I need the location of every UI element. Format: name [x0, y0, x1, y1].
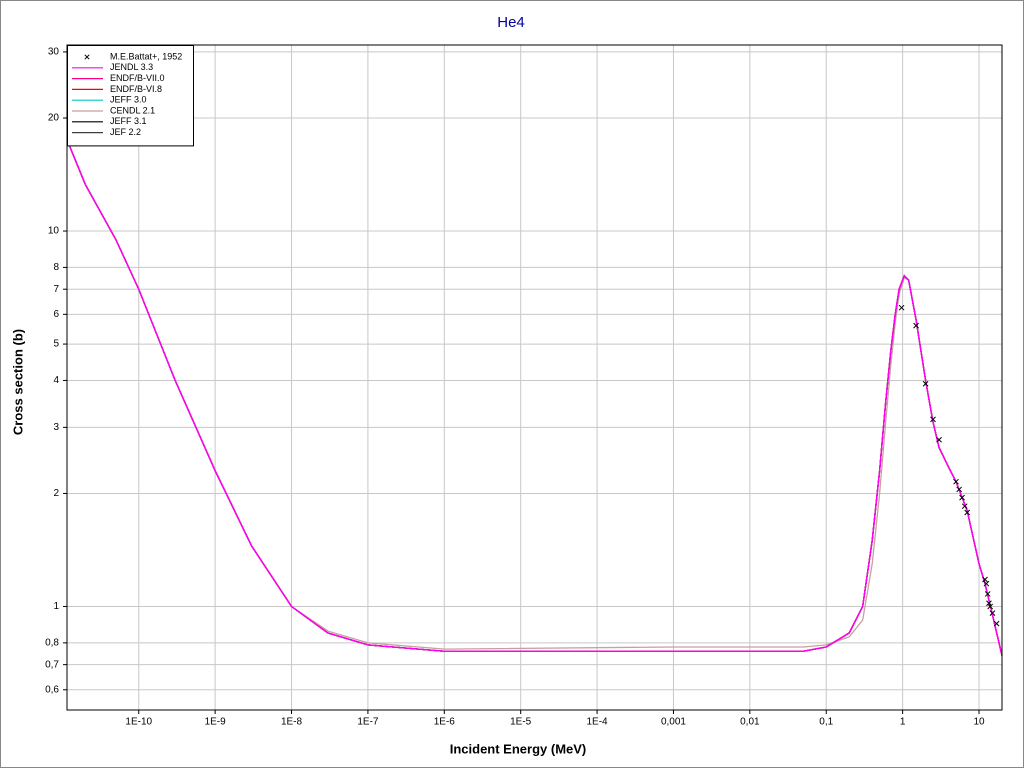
y-tick-label: 0,8 — [45, 638, 59, 649]
y-tick-label: 0,7 — [45, 659, 59, 670]
y-tick-label: 5 — [53, 339, 59, 350]
y-tick-label: 30 — [48, 47, 60, 58]
x-tick-label: 1E-9 — [205, 717, 227, 728]
data-point — [956, 486, 963, 493]
data-point — [964, 509, 971, 516]
data-point — [936, 436, 942, 443]
plot-area — [66, 139, 1003, 656]
legend-label: JEF 2.2 — [110, 127, 141, 137]
data-point — [993, 620, 1000, 627]
y-tick-label: 20 — [48, 113, 60, 124]
y-tick-label: 7 — [53, 284, 59, 295]
data-point — [987, 603, 994, 610]
legend-label: JENDL 3.3 — [110, 62, 153, 72]
legend-label: JEFF 3.1 — [110, 116, 147, 126]
x-tick-label: 1E-6 — [434, 717, 456, 728]
y-tick-label: 8 — [53, 262, 59, 273]
data-point — [986, 600, 992, 607]
y-tick-label: 1 — [53, 601, 59, 612]
x-tick-label: 1E-10 — [125, 717, 152, 728]
y-axis-label: Cross section (b) — [10, 329, 25, 435]
data-point — [959, 494, 965, 501]
x-tick-label: 1E-8 — [281, 717, 303, 728]
x-tick-label: 1E-5 — [510, 717, 532, 728]
data-point — [898, 304, 905, 311]
legend-label: ENDF/B-VII.0 — [110, 73, 165, 83]
x-tick-label: 1E-7 — [357, 717, 379, 728]
grid: 1E-10 1E-9 1E-8 1E-7 1E-6 1E-5 1E-4 0,001 0,01 0,… — [45, 45, 1002, 728]
y-tick-label: 4 — [53, 375, 59, 386]
legend-label: JEFF 3.0 — [110, 95, 147, 105]
data-point — [913, 322, 919, 329]
data-point — [984, 591, 991, 597]
data-point — [930, 416, 936, 423]
x-tick-label: 0,001 — [661, 717, 686, 728]
data-point — [989, 610, 996, 616]
legend-label: CENDL 2.1 — [110, 105, 155, 115]
data-point — [922, 380, 929, 387]
y-tick-label: 10 — [48, 226, 60, 237]
x-tick-label: 1E-4 — [587, 717, 609, 728]
x-axis-label: Incident Energy (MeV) — [450, 741, 587, 756]
y-tick-label: 6 — [53, 309, 59, 320]
x-tick-label: 1 — [900, 717, 906, 728]
data-line — [66, 139, 1003, 656]
data-point — [983, 580, 990, 587]
plot-border — [66, 44, 1003, 711]
y-tick-label: 0,6 — [45, 684, 59, 695]
legend-marker — [84, 54, 90, 60]
y-tick-label: 2 — [53, 488, 59, 499]
data-point — [982, 576, 988, 583]
legend-label: M.E.Battat+, 1952 — [110, 51, 182, 61]
x-tick-label: 0,01 — [740, 717, 760, 728]
y-tick-label: 3 — [53, 422, 59, 433]
legend-box — [67, 45, 194, 147]
data-point — [961, 503, 968, 510]
x-tick-label: 10 — [973, 717, 985, 728]
chart-title: He4 — [497, 14, 525, 31]
data-point — [953, 478, 959, 485]
x-tick-label: 0,1 — [819, 717, 833, 728]
legend-label: ENDF/B-VI.8 — [110, 84, 162, 94]
